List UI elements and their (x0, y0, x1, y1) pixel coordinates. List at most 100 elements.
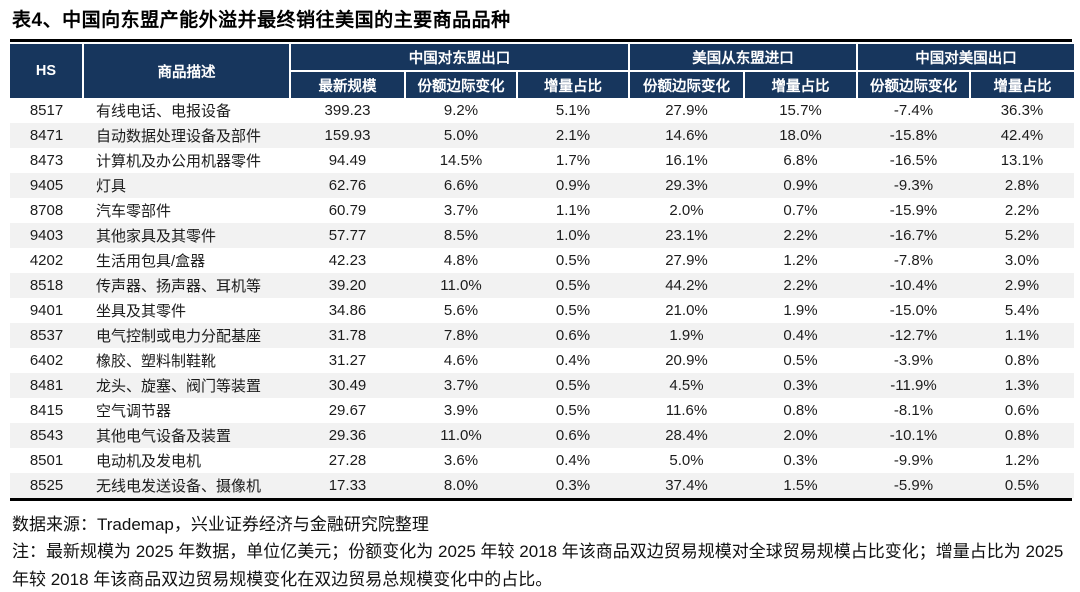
value-cell: 0.8% (1004, 352, 1040, 369)
value-cell: 16.1% (665, 152, 708, 169)
value-cell: 4.8% (443, 252, 479, 269)
subheader-increment-share-2: 增量占比 (743, 71, 857, 98)
value-cell: 23.1% (665, 227, 708, 244)
subheader-share-change-2: 份额边际变化 (628, 71, 744, 98)
product-desc-cell: 汽车零部件 (96, 203, 172, 220)
value-cell: -11.9% (890, 377, 937, 394)
value-cell: 29.36 (328, 427, 367, 444)
value-cell: 0.9% (555, 177, 591, 194)
product-desc-cell: 无线电发送设备、摄像机 (96, 478, 262, 495)
value-cell: 1.2% (1004, 452, 1040, 469)
table-body: 8517 有线电话、电报设备 399.23 9.2% 5.1% 27.9% 15.7% -7.… (10, 98, 1074, 498)
value-cell: 7.8% (443, 327, 479, 344)
header-group-china-to-us: 中国对美国出口 (856, 44, 1074, 72)
value-cell: 29.67 (328, 402, 367, 419)
value-cell: 0.8% (783, 402, 818, 419)
value-cell: 29.3% (665, 177, 708, 194)
value-cell: 57.77 (328, 227, 367, 244)
product-desc-cell: 传声器、扬声器、耳机等 (96, 278, 262, 295)
value-cell: 6.8% (783, 152, 818, 169)
value-cell: 0.3% (783, 377, 818, 394)
top-rule (10, 39, 1072, 42)
product-desc-cell: 其他电气设备及装置 (96, 428, 232, 445)
hs-code-cell: 9401 (29, 302, 64, 319)
value-cell: -12.7% (889, 327, 938, 344)
product-desc-cell: 有线电话、电报设备 (96, 103, 232, 120)
table-header: HS 商品描述 中国对东盟出口 美国从东盟进口 中国对美国出口 最新规模 份额边… (10, 44, 1074, 98)
value-cell: -16.5% (889, 152, 938, 169)
value-cell: 2.2% (1004, 202, 1040, 219)
value-cell: 62.76 (328, 177, 367, 194)
value-cell: 5.6% (443, 302, 479, 319)
table-row: 8518 传声器、扬声器、耳机等 39.20 11.0% 0.5% 44.2% 2.2% -1… (10, 273, 1074, 298)
value-cell: 9.2% (443, 102, 479, 119)
value-cell: 0.4% (783, 327, 818, 344)
value-cell: 5.1% (555, 102, 591, 119)
header-product-desc: 商品描述 (82, 44, 290, 98)
table-row: 8537 电气控制或电力分配基座 31.78 7.8% 0.6% 1.9% 0.4% -12.… (10, 323, 1074, 348)
value-cell: 14.5% (439, 152, 483, 169)
footnote: 注：最新规模为 2025 年数据，单位亿美元；份额变化为 2025 年较 201… (12, 542, 1064, 589)
table-row: 9403 其他家具及其零件 57.77 8.5% 1.0% 23.1% 2.2% -16.7%… (10, 223, 1074, 248)
value-cell: 18.0% (779, 127, 822, 144)
subheader-share-change-3: 份额边际变化 (856, 71, 970, 98)
value-cell: 1.5% (783, 477, 818, 494)
subheader-share-change-1: 份额边际变化 (404, 71, 517, 98)
value-cell: 4.5% (669, 377, 704, 394)
table-row: 6402 橡胶、塑料制鞋靴 31.27 4.6% 0.4% 20.9% 0.5% -3.9% 0… (10, 348, 1074, 373)
product-desc-cell: 生活用包具/盒器 (96, 253, 206, 270)
value-cell: 15.7% (779, 102, 822, 119)
value-cell: -7.8% (893, 252, 934, 269)
value-cell: 8.0% (443, 477, 479, 494)
subheader-increment-share-3: 增量占比 (969, 71, 1074, 98)
value-cell: 27.9% (665, 102, 708, 119)
value-cell: 14.6% (665, 127, 708, 144)
value-cell: 6.6% (443, 177, 479, 194)
value-cell: 2.2% (783, 277, 818, 294)
hs-code-cell: 8537 (29, 327, 64, 344)
hs-code-cell: 8415 (29, 402, 64, 419)
value-cell: 0.5% (555, 252, 591, 269)
table-row: 9401 坐具及其零件 34.86 5.6% 0.5% 21.0% 1.9% -15.0% 5.… (10, 298, 1074, 323)
value-cell: 39.20 (328, 277, 367, 294)
value-cell: 36.3% (1000, 102, 1044, 119)
hs-code-cell: 6402 (29, 352, 64, 369)
value-cell: 94.49 (328, 152, 367, 169)
value-cell: 1.1% (555, 202, 591, 219)
header-hs: HS (10, 44, 83, 98)
value-cell: -10.4% (889, 277, 938, 294)
product-desc-cell: 坐具及其零件 (96, 303, 187, 320)
value-cell: 30.49 (328, 377, 367, 394)
value-cell: 27.28 (328, 452, 367, 469)
value-cell: -7.4% (893, 102, 934, 119)
value-cell: 0.3% (555, 477, 591, 494)
value-cell: 4.6% (443, 352, 479, 369)
value-cell: -9.3% (893, 177, 934, 194)
header-group-us-from-asean: 美国从东盟进口 (628, 44, 857, 72)
value-cell: -16.7% (889, 227, 938, 244)
value-cell: 1.3% (1004, 377, 1040, 394)
value-cell: 3.7% (443, 202, 479, 219)
value-cell: -10.1% (889, 427, 938, 444)
value-cell: -15.8% (889, 127, 938, 144)
table-row: 8471 自动数据处理设备及部件 159.93 5.0% 2.1% 14.6% 18.0% -… (10, 123, 1074, 148)
value-cell: -15.9% (889, 202, 938, 219)
value-cell: 1.7% (555, 152, 591, 169)
header-group-china-to-asean: 中国对东盟出口 (289, 44, 629, 72)
value-cell: 8.5% (443, 227, 479, 244)
table-row: 8517 有线电话、电报设备 399.23 9.2% 5.1% 27.9% 15.7% -7.… (10, 98, 1074, 123)
value-cell: 0.3% (783, 452, 818, 469)
table-row: 9405 灯具 62.76 6.6% 0.9% 29.3% 0.9% -9.3% 2.8% (10, 173, 1074, 198)
value-cell: 0.5% (783, 352, 818, 369)
hs-code-cell: 8471 (29, 127, 64, 144)
value-cell: 0.5% (555, 377, 591, 394)
value-cell: 3.6% (443, 452, 479, 469)
subheader-increment-share-1: 增量占比 (516, 71, 629, 98)
hs-code-cell: 8543 (29, 427, 64, 444)
hs-code-cell: 8525 (29, 477, 64, 494)
value-cell: -15.0% (889, 302, 938, 319)
value-cell: 0.5% (555, 402, 591, 419)
product-desc-cell: 空气调节器 (96, 403, 172, 420)
product-desc-cell: 龙头、旋塞、阀门等装置 (96, 378, 262, 395)
